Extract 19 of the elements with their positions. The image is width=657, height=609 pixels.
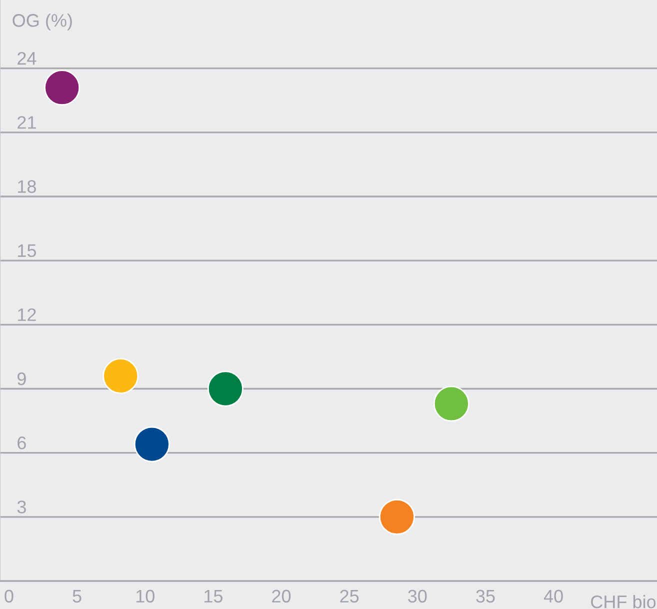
x-tick-label: 25 <box>340 590 359 603</box>
y-tick-label: 6 <box>18 436 26 450</box>
x-tick-label: 20 <box>272 590 291 603</box>
x-axis-title: CHF bio <box>591 595 656 608</box>
x-tick-label: 5 <box>72 590 82 603</box>
x-tick-label: 40 <box>544 590 563 603</box>
x-tick-label: 10 <box>136 590 154 603</box>
x-tick-label: 15 <box>204 590 222 603</box>
y-tick-label: 3 <box>17 500 26 514</box>
y-tick-label: 21 <box>18 116 36 129</box>
y-tick-label: 15 <box>18 244 36 258</box>
x-tick-label: 35 <box>476 590 495 603</box>
y-axis-title: OG (%) <box>12 14 72 30</box>
x-tick-label: 30 <box>408 590 427 603</box>
y-tick-label: 18 <box>18 180 36 193</box>
y-tick-label: 12 <box>18 308 36 321</box>
y-tick-label: 9 <box>18 372 26 386</box>
x-tick-label: 0 <box>4 590 14 603</box>
y-tick-label: 24 <box>18 52 36 65</box>
